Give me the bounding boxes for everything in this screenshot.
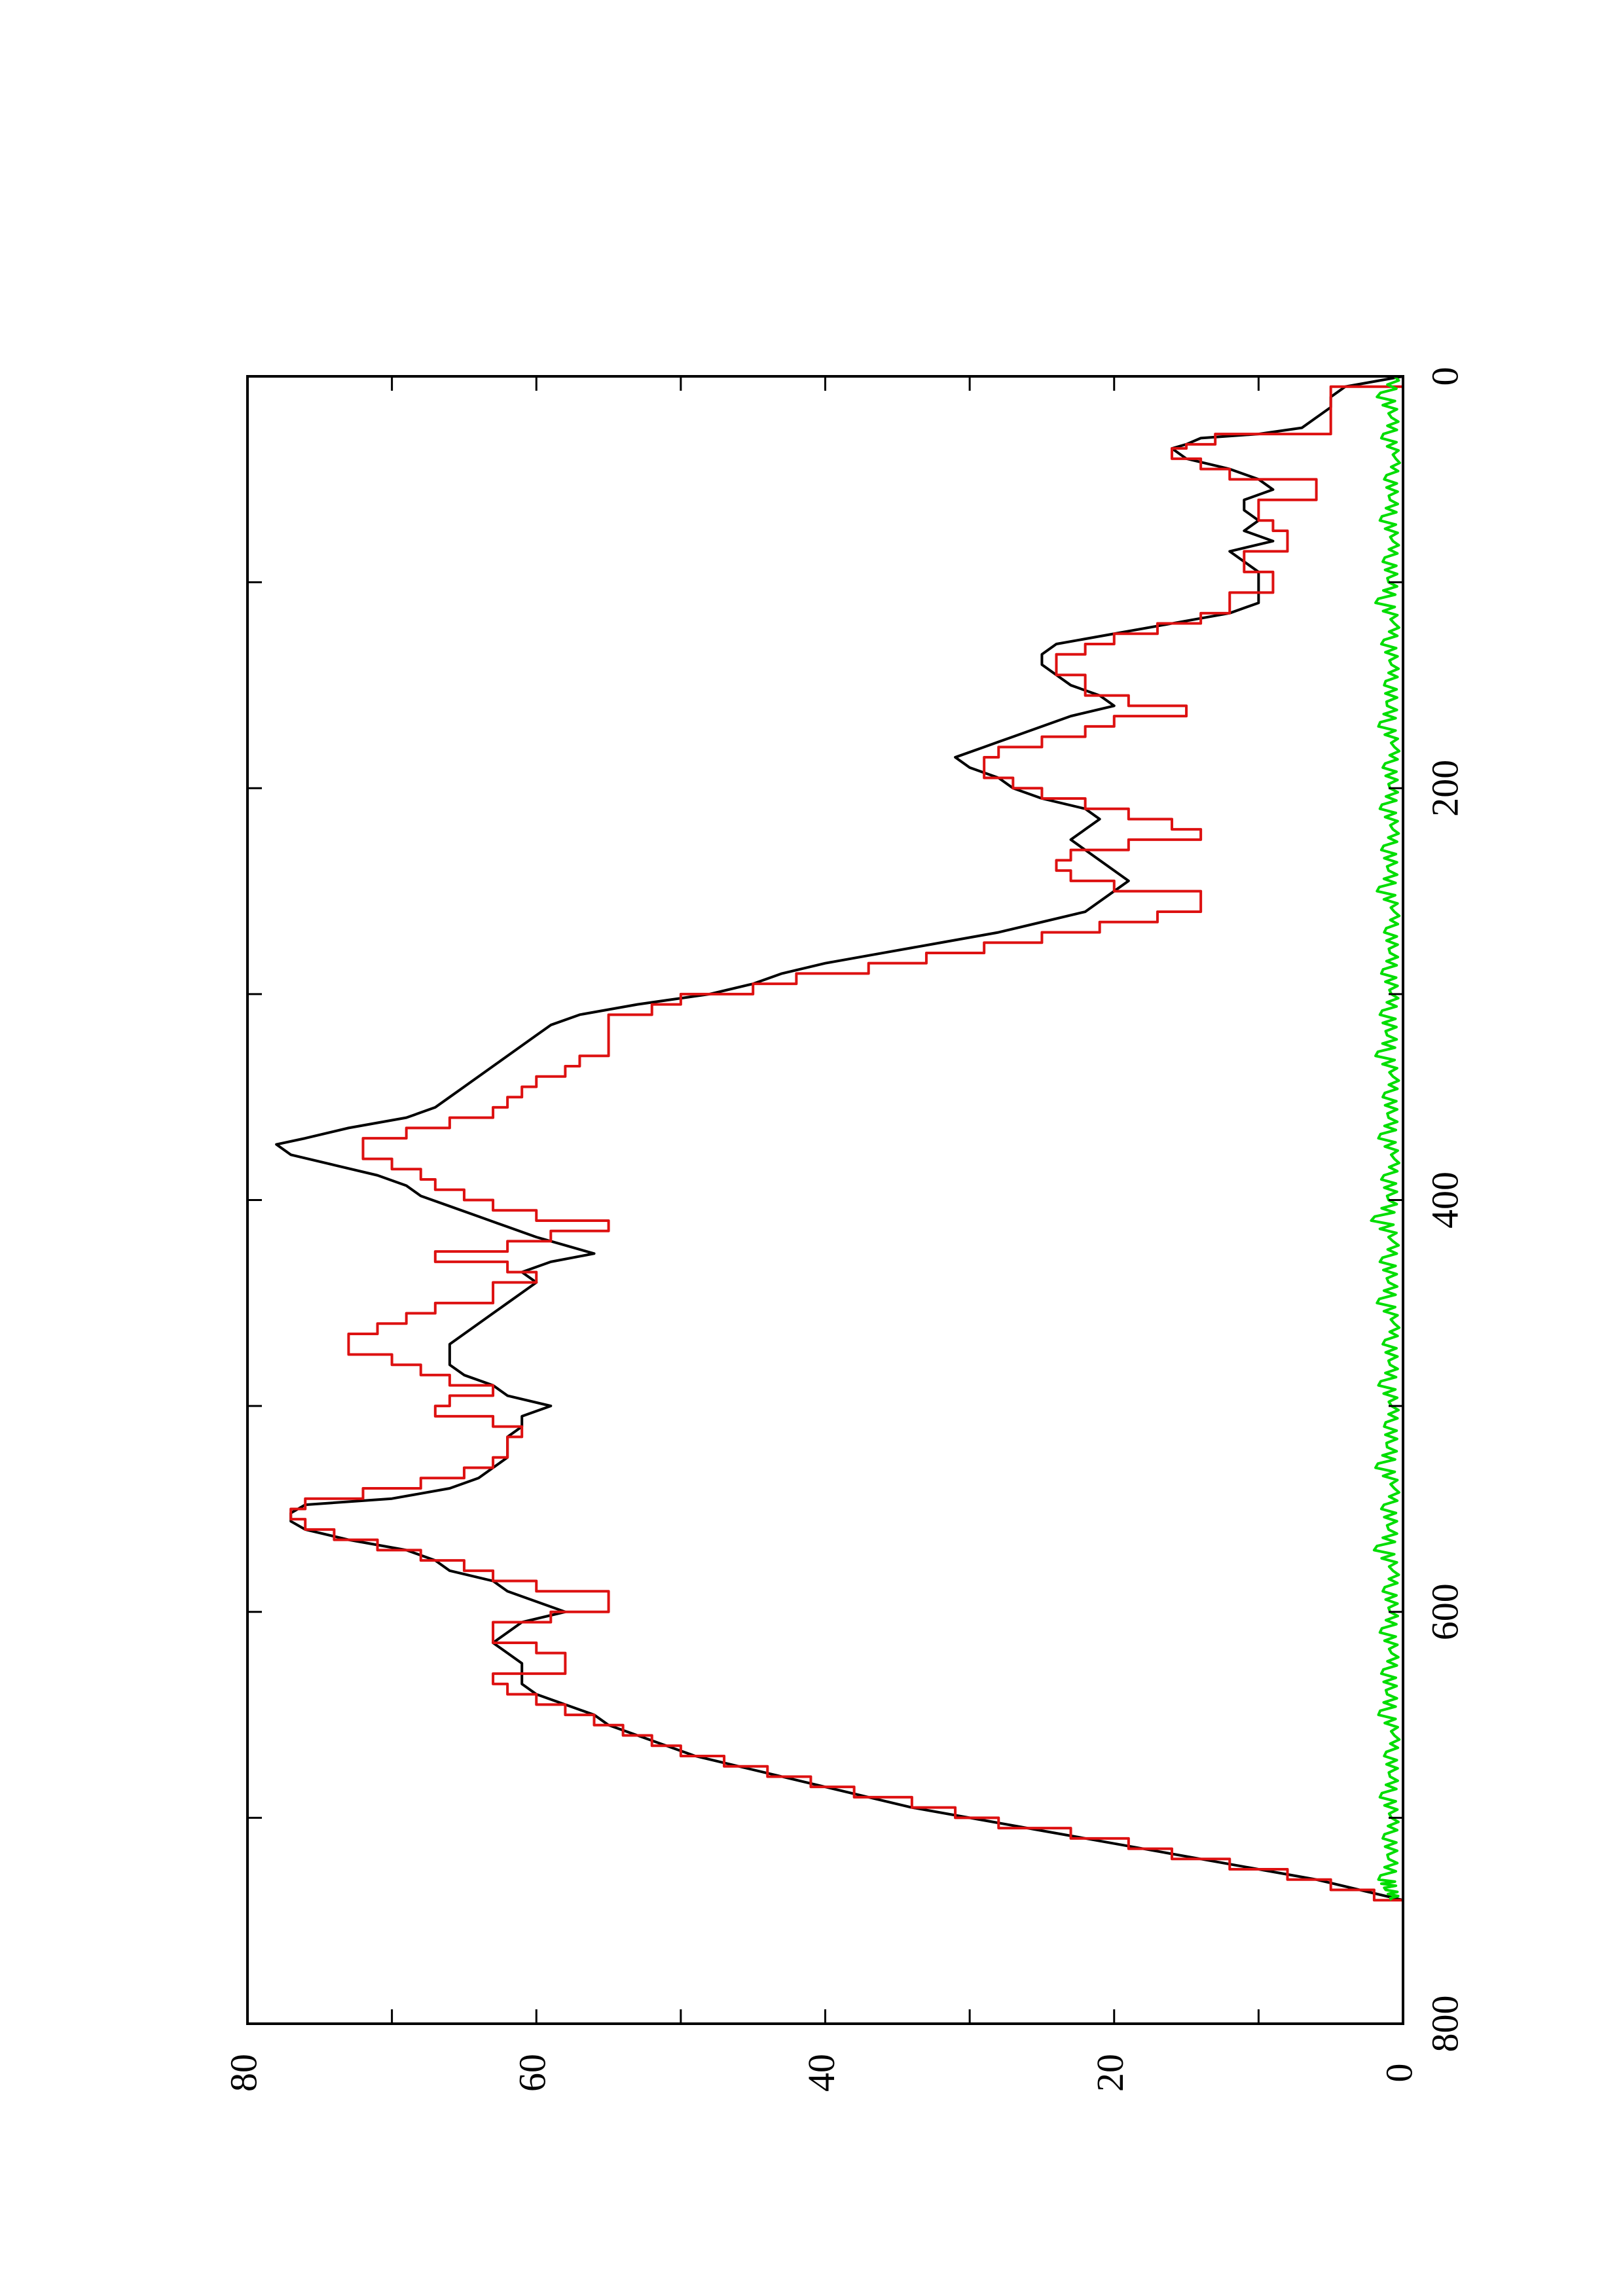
x-tick-label: 600: [1423, 1583, 1466, 1640]
y-tick-label: 0: [1377, 2064, 1420, 2083]
series-line-2: [1370, 375, 1401, 1901]
y-tick-label: 40: [800, 2054, 843, 2092]
x-tick-label: 200: [1423, 760, 1466, 817]
x-tick-label: 800: [1423, 1996, 1466, 2053]
x-tick-label: 0: [1423, 367, 1466, 386]
y-tick-label: 60: [511, 2054, 554, 2092]
series-layer: [275, 375, 1404, 1902]
series-line-0: [275, 375, 1404, 1902]
y-tick-label: 20: [1089, 2054, 1131, 2092]
plot-frame: [246, 375, 1404, 2025]
x-tick-label: 400: [1423, 1172, 1466, 1229]
y-tick-label: 80: [222, 2054, 264, 2092]
series-line-1: [289, 376, 1404, 1902]
